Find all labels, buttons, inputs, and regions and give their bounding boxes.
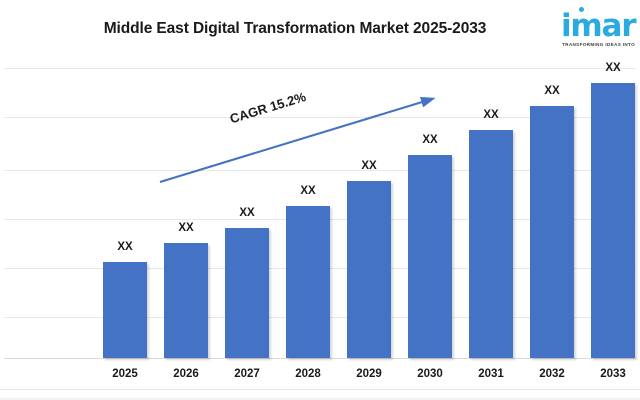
chart-frame-bottom — [0, 389, 640, 390]
imarc-logo: imar TRANSFORMING IDEAS INTO — [561, 6, 640, 50]
bar-label-2027: XX — [239, 207, 255, 219]
bar-2030[interactable] — [408, 155, 452, 358]
x-axis-baseline — [4, 358, 636, 359]
bar-label-2028: XX — [300, 185, 316, 197]
bar-label-2031: XX — [483, 109, 499, 121]
bar-label-2025: XX — [117, 241, 133, 253]
bar-2029[interactable] — [347, 181, 391, 358]
tick-label-2030: 2030 — [417, 368, 443, 380]
bar-2027[interactable] — [225, 228, 269, 358]
page-title: Middle East Digital Transformation Marke… — [103, 20, 487, 37]
tick-label-2028: 2028 — [295, 368, 321, 380]
bar-2032[interactable] — [530, 106, 574, 358]
bar-2033[interactable] — [591, 83, 635, 358]
chart-frame-bottom-edge — [0, 398, 640, 400]
bar-label-2032: XX — [544, 85, 560, 97]
logo-wordmark: imar — [561, 8, 637, 44]
logo-dot-icon — [579, 7, 584, 12]
bar-label-2026: XX — [178, 222, 194, 234]
gridline — [4, 68, 636, 69]
tick-label-2027: 2027 — [234, 368, 260, 380]
bar-2026[interactable] — [164, 243, 208, 358]
bar-label-2033: XX — [605, 62, 621, 74]
tick-label-2026: 2026 — [173, 368, 199, 380]
tick-label-2033: 2033 — [600, 368, 626, 380]
bar-2031[interactable] — [469, 130, 513, 358]
bar-label-2030: XX — [422, 134, 438, 146]
tick-label-2032: 2032 — [539, 368, 565, 380]
tick-label-2029: 2029 — [356, 368, 382, 380]
logo-tagline: TRANSFORMING IDEAS INTO — [562, 42, 636, 47]
bar-2028[interactable] — [286, 206, 330, 358]
tick-label-2031: 2031 — [478, 368, 504, 380]
bar-2025[interactable] — [103, 262, 147, 358]
tick-label-2025: 2025 — [112, 368, 138, 380]
bar-label-2029: XX — [361, 160, 377, 172]
